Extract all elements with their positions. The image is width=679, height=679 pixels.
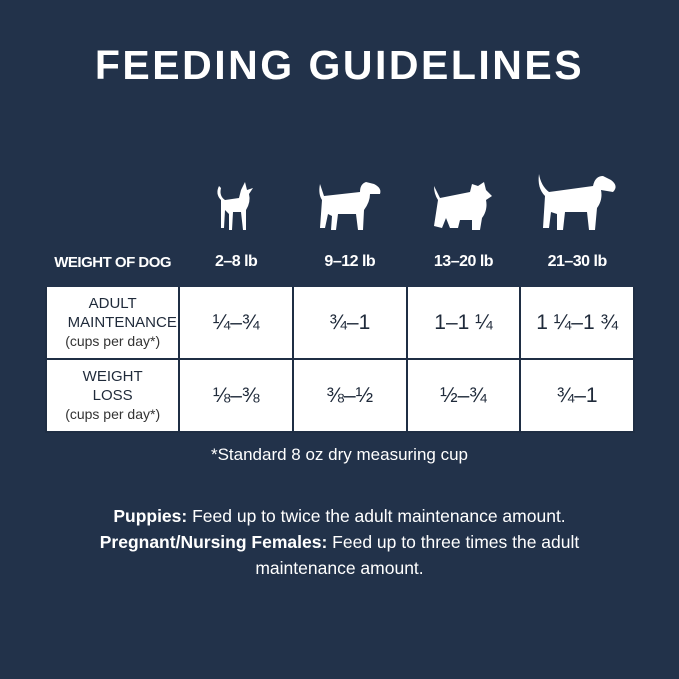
footnote: *Standard 8 oz dry measuring cup (210, 445, 469, 464)
pregnant-label: Pregnant/Nursing Females: (99, 532, 328, 552)
chihuahua-icon (179, 172, 293, 232)
beagle-icon (520, 172, 634, 232)
table-row: ADULT MAINTENANCE (cups per day*) ¼–¾ ¾–1… (44, 285, 635, 360)
table-row: WEIGHT LOSS (cups per day*) ⅛–⅜ ⅜–½ ½–¾ ¾… (44, 358, 635, 433)
column-header: 21–30 lb (519, 237, 635, 287)
row-label: WEIGHT LOSS (cups per day*) (44, 358, 181, 433)
table-cell: ¼–¾ (178, 285, 294, 360)
pregnant-note: Pregnant/Nursing Females: Feed up to thr… (90, 529, 590, 581)
dog-icons-row (179, 172, 634, 232)
table-cell: ⅜–½ (291, 358, 408, 433)
table-cell: ⅛–⅜ (178, 358, 294, 433)
scottie-icon (407, 172, 521, 232)
table-cell: 1 ¼–1 ¾ (519, 285, 635, 360)
table-cell: ¾–1 (291, 285, 408, 360)
column-header: 9–12 lb (291, 237, 408, 287)
puppies-label: Puppies: (113, 506, 188, 526)
table-cell: 1–1 ¼ (405, 285, 522, 360)
row-label-text: ADULT MAINTENANCE (67, 295, 177, 331)
table-cell: ½–¾ (405, 358, 522, 433)
puppies-note: Puppies: Feed up to twice the adult main… (0, 503, 679, 529)
feeding-table: WEIGHT OF DOG 2–8 lb 9–12 lb 13–20 lb 21… (44, 237, 635, 433)
weight-header: WEIGHT OF DOG (44, 237, 181, 287)
row-label: ADULT MAINTENANCE (cups per day*) (44, 285, 181, 360)
table-cell: ¾–1 (519, 358, 635, 433)
feeding-notes: Puppies: Feed up to twice the adult main… (0, 503, 679, 581)
column-header: 13–20 lb (405, 237, 522, 287)
table-header-row: WEIGHT OF DOG 2–8 lb 9–12 lb 13–20 lb 21… (44, 237, 635, 287)
terrier-icon (293, 172, 407, 232)
row-label-unit: (cups per day*) (65, 406, 161, 422)
pregnant-text: Feed up to three times the adult mainten… (255, 532, 580, 578)
column-header: 2–8 lb (178, 237, 294, 287)
puppies-text: Feed up to twice the adult maintenance a… (187, 506, 566, 526)
page-title: FEEDING GUIDELINES (94, 42, 585, 88)
row-label-unit: (cups per day*) (65, 333, 161, 349)
row-label-text: WEIGHT LOSS (82, 368, 143, 404)
